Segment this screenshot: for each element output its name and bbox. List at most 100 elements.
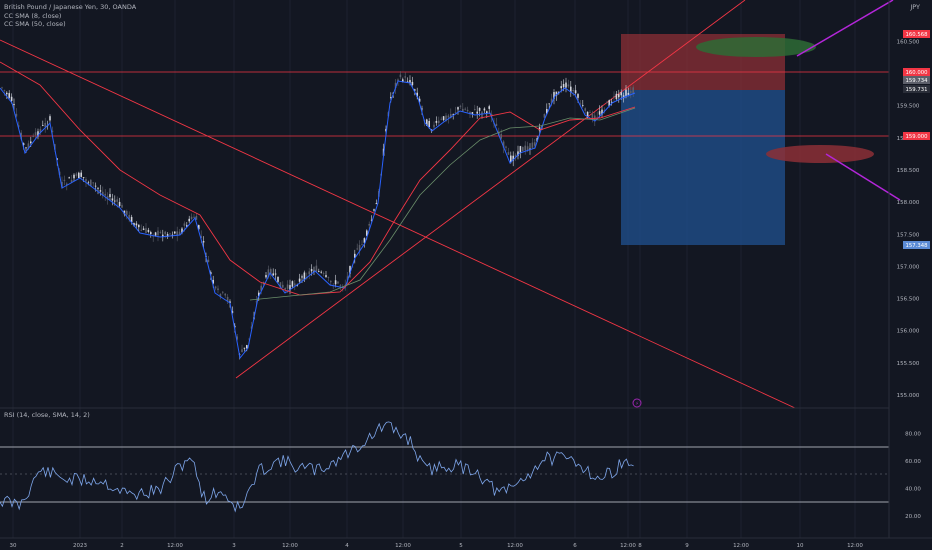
candle-body — [49, 116, 51, 121]
candle-body — [368, 224, 370, 226]
sma8-line[interactable] — [0, 80, 636, 360]
candle-body — [394, 82, 397, 89]
time-tick-label: 2023 — [73, 543, 87, 549]
candle-body — [574, 90, 577, 94]
candle-body — [500, 134, 502, 139]
ascending-trendline[interactable] — [235, 0, 746, 379]
candle-body — [90, 179, 92, 187]
candle-body — [298, 278, 301, 282]
candle-body — [346, 276, 349, 281]
candle-body — [138, 224, 140, 228]
rsi-pane — [0, 421, 889, 513]
candle-body — [517, 151, 519, 156]
profit-zone[interactable] — [621, 90, 785, 245]
candle-body — [243, 347, 246, 349]
candle-body — [349, 266, 351, 274]
candle-body — [402, 79, 404, 82]
rsi-legend[interactable]: RSI (14, close, SMA, 14, 2) — [4, 411, 90, 419]
candle-body — [198, 225, 200, 230]
price-tick-label: 155.000 — [897, 393, 920, 399]
candle-body — [140, 229, 142, 231]
candle-body — [450, 113, 452, 118]
candle-body — [183, 223, 186, 226]
candle-body — [27, 143, 30, 149]
candle-body — [406, 81, 409, 83]
candle-body — [171, 234, 174, 236]
candle-body — [51, 130, 54, 133]
candle-body — [512, 155, 514, 161]
candle-body — [217, 288, 219, 291]
candle-body — [118, 201, 121, 206]
price-label: 159.000 — [906, 134, 929, 140]
candle-body — [404, 76, 406, 78]
candle-body — [466, 109, 469, 112]
price-label-box — [903, 132, 930, 140]
sma50-label[interactable]: CC SMA (50, close) — [4, 20, 66, 29]
up-arrow-line[interactable] — [796, 0, 894, 57]
candle-body — [73, 174, 75, 179]
price-tick-label: 156.000 — [897, 329, 920, 335]
candle-body — [567, 84, 570, 87]
candle-body — [279, 282, 282, 288]
time-tick-label: 12:00 — [282, 543, 298, 549]
candle-body — [282, 284, 284, 288]
candle-body — [106, 196, 109, 200]
candle-body — [85, 179, 87, 182]
symbol-title[interactable]: British Pound / Japanese Yen, 30, OANDA — [4, 3, 137, 11]
candle-body — [92, 182, 94, 184]
time-tick-label: 12:00 — [620, 543, 636, 549]
candle-body — [56, 158, 58, 160]
candle-body — [483, 108, 486, 111]
flag-icon[interactable]: ⚡ — [632, 398, 642, 408]
time-tick-label: 30 — [10, 543, 17, 549]
stop-ellipse[interactable] — [766, 145, 874, 163]
candle-body — [32, 136, 34, 137]
candle-body — [224, 293, 226, 296]
short-position-tool[interactable] — [621, 34, 785, 245]
candle-body — [421, 108, 423, 110]
candle-body — [630, 91, 632, 93]
candle-body — [534, 142, 536, 146]
candle-body — [231, 311, 234, 313]
candle-body — [361, 244, 363, 246]
candle-body — [613, 96, 615, 97]
candle-body — [310, 269, 313, 272]
price-tick-label: 157.500 — [897, 232, 920, 238]
candle-body — [318, 271, 320, 272]
annotations — [696, 0, 901, 201]
candle-body — [354, 253, 356, 258]
descending-trendline[interactable] — [0, 39, 796, 409]
candle-body — [78, 172, 80, 178]
candle-body — [286, 284, 289, 289]
candle-body — [555, 91, 558, 96]
candle-body — [529, 148, 531, 150]
candle-body — [150, 232, 152, 235]
sma50-line[interactable] — [0, 61, 636, 296]
candle-body — [1, 87, 3, 89]
candle-body — [462, 108, 464, 112]
candle-body — [502, 141, 505, 148]
candle-body — [94, 185, 97, 187]
sma-long-line[interactable] — [249, 107, 636, 301]
rsi-line[interactable] — [0, 421, 634, 513]
candle-body — [459, 105, 462, 107]
candle-body — [303, 272, 306, 281]
candle-body — [63, 179, 66, 181]
candle-body — [327, 277, 330, 278]
candle-body — [320, 271, 322, 273]
candle-body — [339, 285, 342, 286]
candle-body — [111, 198, 114, 201]
candle-body — [591, 113, 594, 120]
candle-body — [608, 100, 610, 107]
candle-body — [226, 296, 229, 301]
candle-body — [337, 281, 339, 284]
candle-body — [166, 234, 169, 237]
candle-body — [572, 89, 574, 92]
down-arrow-line[interactable] — [825, 153, 901, 201]
sma8-label[interactable]: CC SMA (8, close) — [4, 11, 62, 20]
candle-body — [39, 129, 42, 133]
target-ellipse[interactable] — [696, 37, 816, 57]
candle-body — [433, 124, 435, 128]
moving-averages — [0, 61, 636, 360]
